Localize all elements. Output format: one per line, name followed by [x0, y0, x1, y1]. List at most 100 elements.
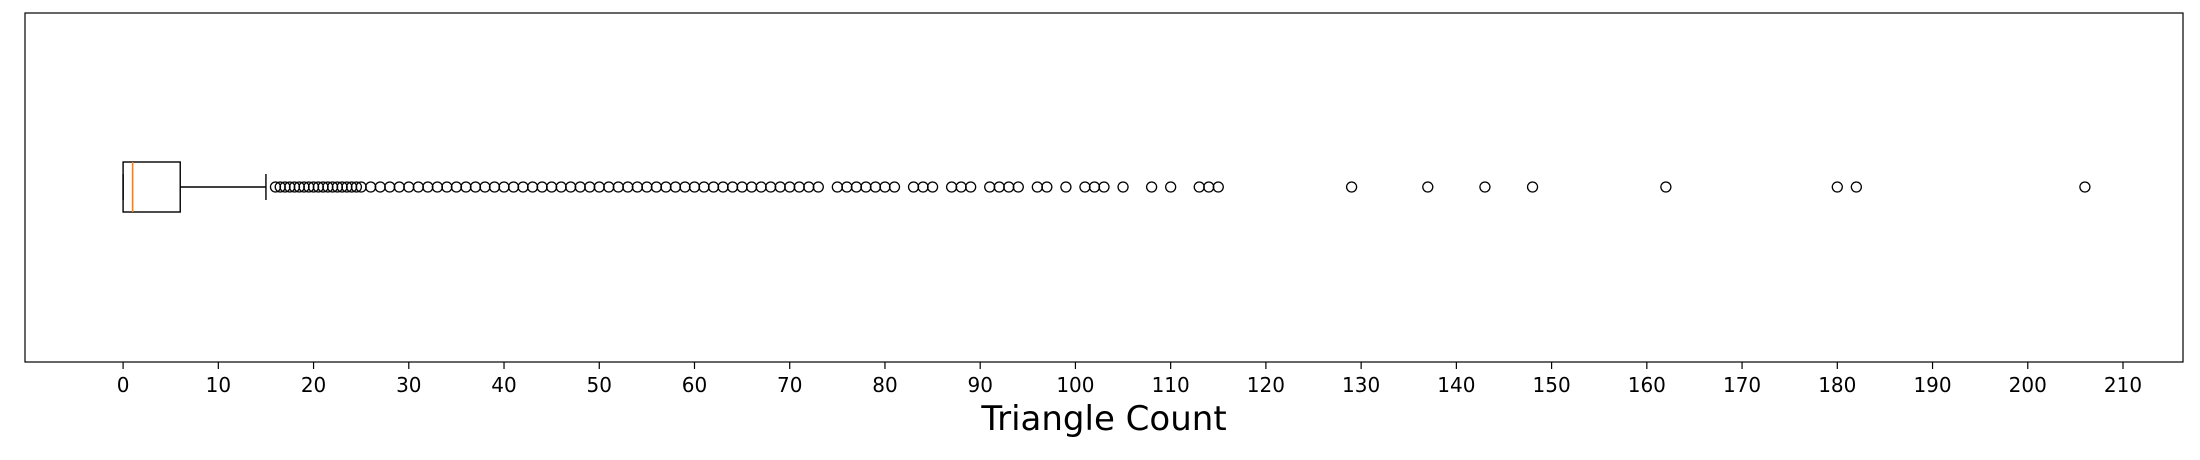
- outlier-point: [1098, 181, 1110, 193]
- outlier-point: [450, 181, 463, 193]
- outlier-point: [441, 181, 453, 193]
- outlier-point: [403, 181, 415, 193]
- outlier-point: [1003, 181, 1015, 193]
- outlier-point: [745, 181, 758, 193]
- outlier-point: [1422, 181, 1434, 193]
- outlier-point: [679, 181, 691, 193]
- x-tick-label: 210: [2104, 373, 2142, 397]
- x-tick-label: 10: [206, 373, 231, 397]
- outlier-point: [803, 181, 815, 193]
- x-tick-label: 60: [682, 373, 707, 397]
- outlier-point: [879, 181, 891, 193]
- outlier-point: [431, 181, 444, 193]
- outlier-point: [1088, 181, 1101, 193]
- outlier-point: [555, 181, 567, 193]
- outlier-point: [1203, 181, 1215, 193]
- outlier-point: [536, 181, 548, 193]
- x-tick-label: 120: [1247, 373, 1285, 397]
- x-tick-label: 160: [1628, 373, 1666, 397]
- x-tick-label: 190: [1913, 373, 1951, 397]
- outlier-point: [593, 181, 605, 193]
- x-tick-label: 0: [117, 373, 130, 397]
- x-tick-label: 200: [2009, 373, 2047, 397]
- outlier-point: [1193, 181, 1205, 193]
- x-tick-label: 130: [1342, 373, 1380, 397]
- outlier-point: [1117, 181, 1129, 193]
- outlier-point: [984, 181, 996, 193]
- outlier-point: [469, 181, 482, 193]
- x-axis-label: Triangle Count: [980, 399, 1226, 439]
- outlier-point: [945, 181, 958, 193]
- outlier-point: [850, 181, 863, 193]
- box-iqr: [122, 161, 181, 213]
- outlier-point: [917, 181, 929, 193]
- x-tick-label: 150: [1533, 373, 1571, 397]
- outlier-points: [269, 181, 2091, 193]
- x-tick-label: 140: [1437, 373, 1475, 397]
- outlier-point: [507, 181, 520, 193]
- outlier-point: [765, 181, 777, 193]
- outlier-point: [1145, 181, 1158, 193]
- outlier-point: [350, 181, 363, 193]
- x-tick-label: 50: [587, 373, 612, 397]
- outlier-point: [1479, 181, 1491, 193]
- outlier-point: [926, 181, 939, 193]
- outlier-point: [860, 181, 872, 193]
- outlier-point: [669, 181, 682, 193]
- outlier-point: [736, 181, 748, 193]
- outlier-point: [774, 181, 786, 193]
- outlier-point: [888, 181, 901, 193]
- outlier-point: [907, 181, 920, 193]
- outlier-point: [726, 181, 739, 193]
- outlier-point: [498, 181, 510, 193]
- x-tick-label: 30: [396, 373, 421, 397]
- x-tick-label: 90: [967, 373, 992, 397]
- outlier-point: [479, 181, 491, 193]
- outlier-point: [1012, 181, 1024, 193]
- outlier-point: [1031, 181, 1043, 193]
- outlier-point: [517, 181, 529, 193]
- outlier-point: [422, 181, 434, 193]
- outlier-point: [641, 181, 653, 193]
- outlier-point: [650, 181, 663, 193]
- outlier-point: [412, 181, 424, 193]
- outlier-point: [384, 181, 396, 193]
- x-tick-label: 80: [872, 373, 897, 397]
- outlier-point: [393, 181, 405, 193]
- outlier-point: [574, 181, 586, 193]
- outlier-point: [1660, 181, 1672, 193]
- outlier-point: [965, 181, 977, 193]
- outlier-point: [841, 181, 853, 193]
- x-tick-label: 100: [1056, 373, 1094, 397]
- outlier-point: [1850, 181, 1862, 193]
- outlier-point: [545, 181, 558, 193]
- outlier-point: [793, 181, 805, 193]
- x-tick-label: 110: [1152, 373, 1190, 397]
- x-tick-label: 170: [1723, 373, 1761, 397]
- outlier-point: [784, 181, 796, 193]
- outlier-point: [688, 181, 701, 193]
- outlier-point: [1041, 181, 1053, 193]
- outlier-point: [1526, 181, 1539, 193]
- outlier-point: [755, 181, 767, 193]
- outlier-point: [1212, 181, 1224, 193]
- box-plot: [122, 161, 267, 213]
- outlier-point: [993, 181, 1005, 193]
- outlier-point: [698, 181, 710, 193]
- outlier-point: [612, 181, 624, 193]
- outlier-point: [365, 181, 377, 193]
- outlier-point: [707, 181, 720, 193]
- outlier-point: [603, 181, 615, 193]
- x-axis-ticks: 0 10 20 30 40 50 60 70 80 90 100 110 120 130 140 150 160…: [117, 362, 2142, 397]
- outlier-point: [374, 181, 386, 193]
- x-tick-label: 40: [491, 373, 516, 397]
- outlier-point: [622, 181, 634, 193]
- outlier-point: [526, 181, 539, 193]
- outlier-point: [869, 181, 882, 193]
- outlier-point: [660, 181, 672, 193]
- plot-frame: [24, 12, 2184, 363]
- outlier-point: [1060, 181, 1072, 193]
- outlier-point: [831, 181, 843, 193]
- outlier-point: [812, 181, 824, 193]
